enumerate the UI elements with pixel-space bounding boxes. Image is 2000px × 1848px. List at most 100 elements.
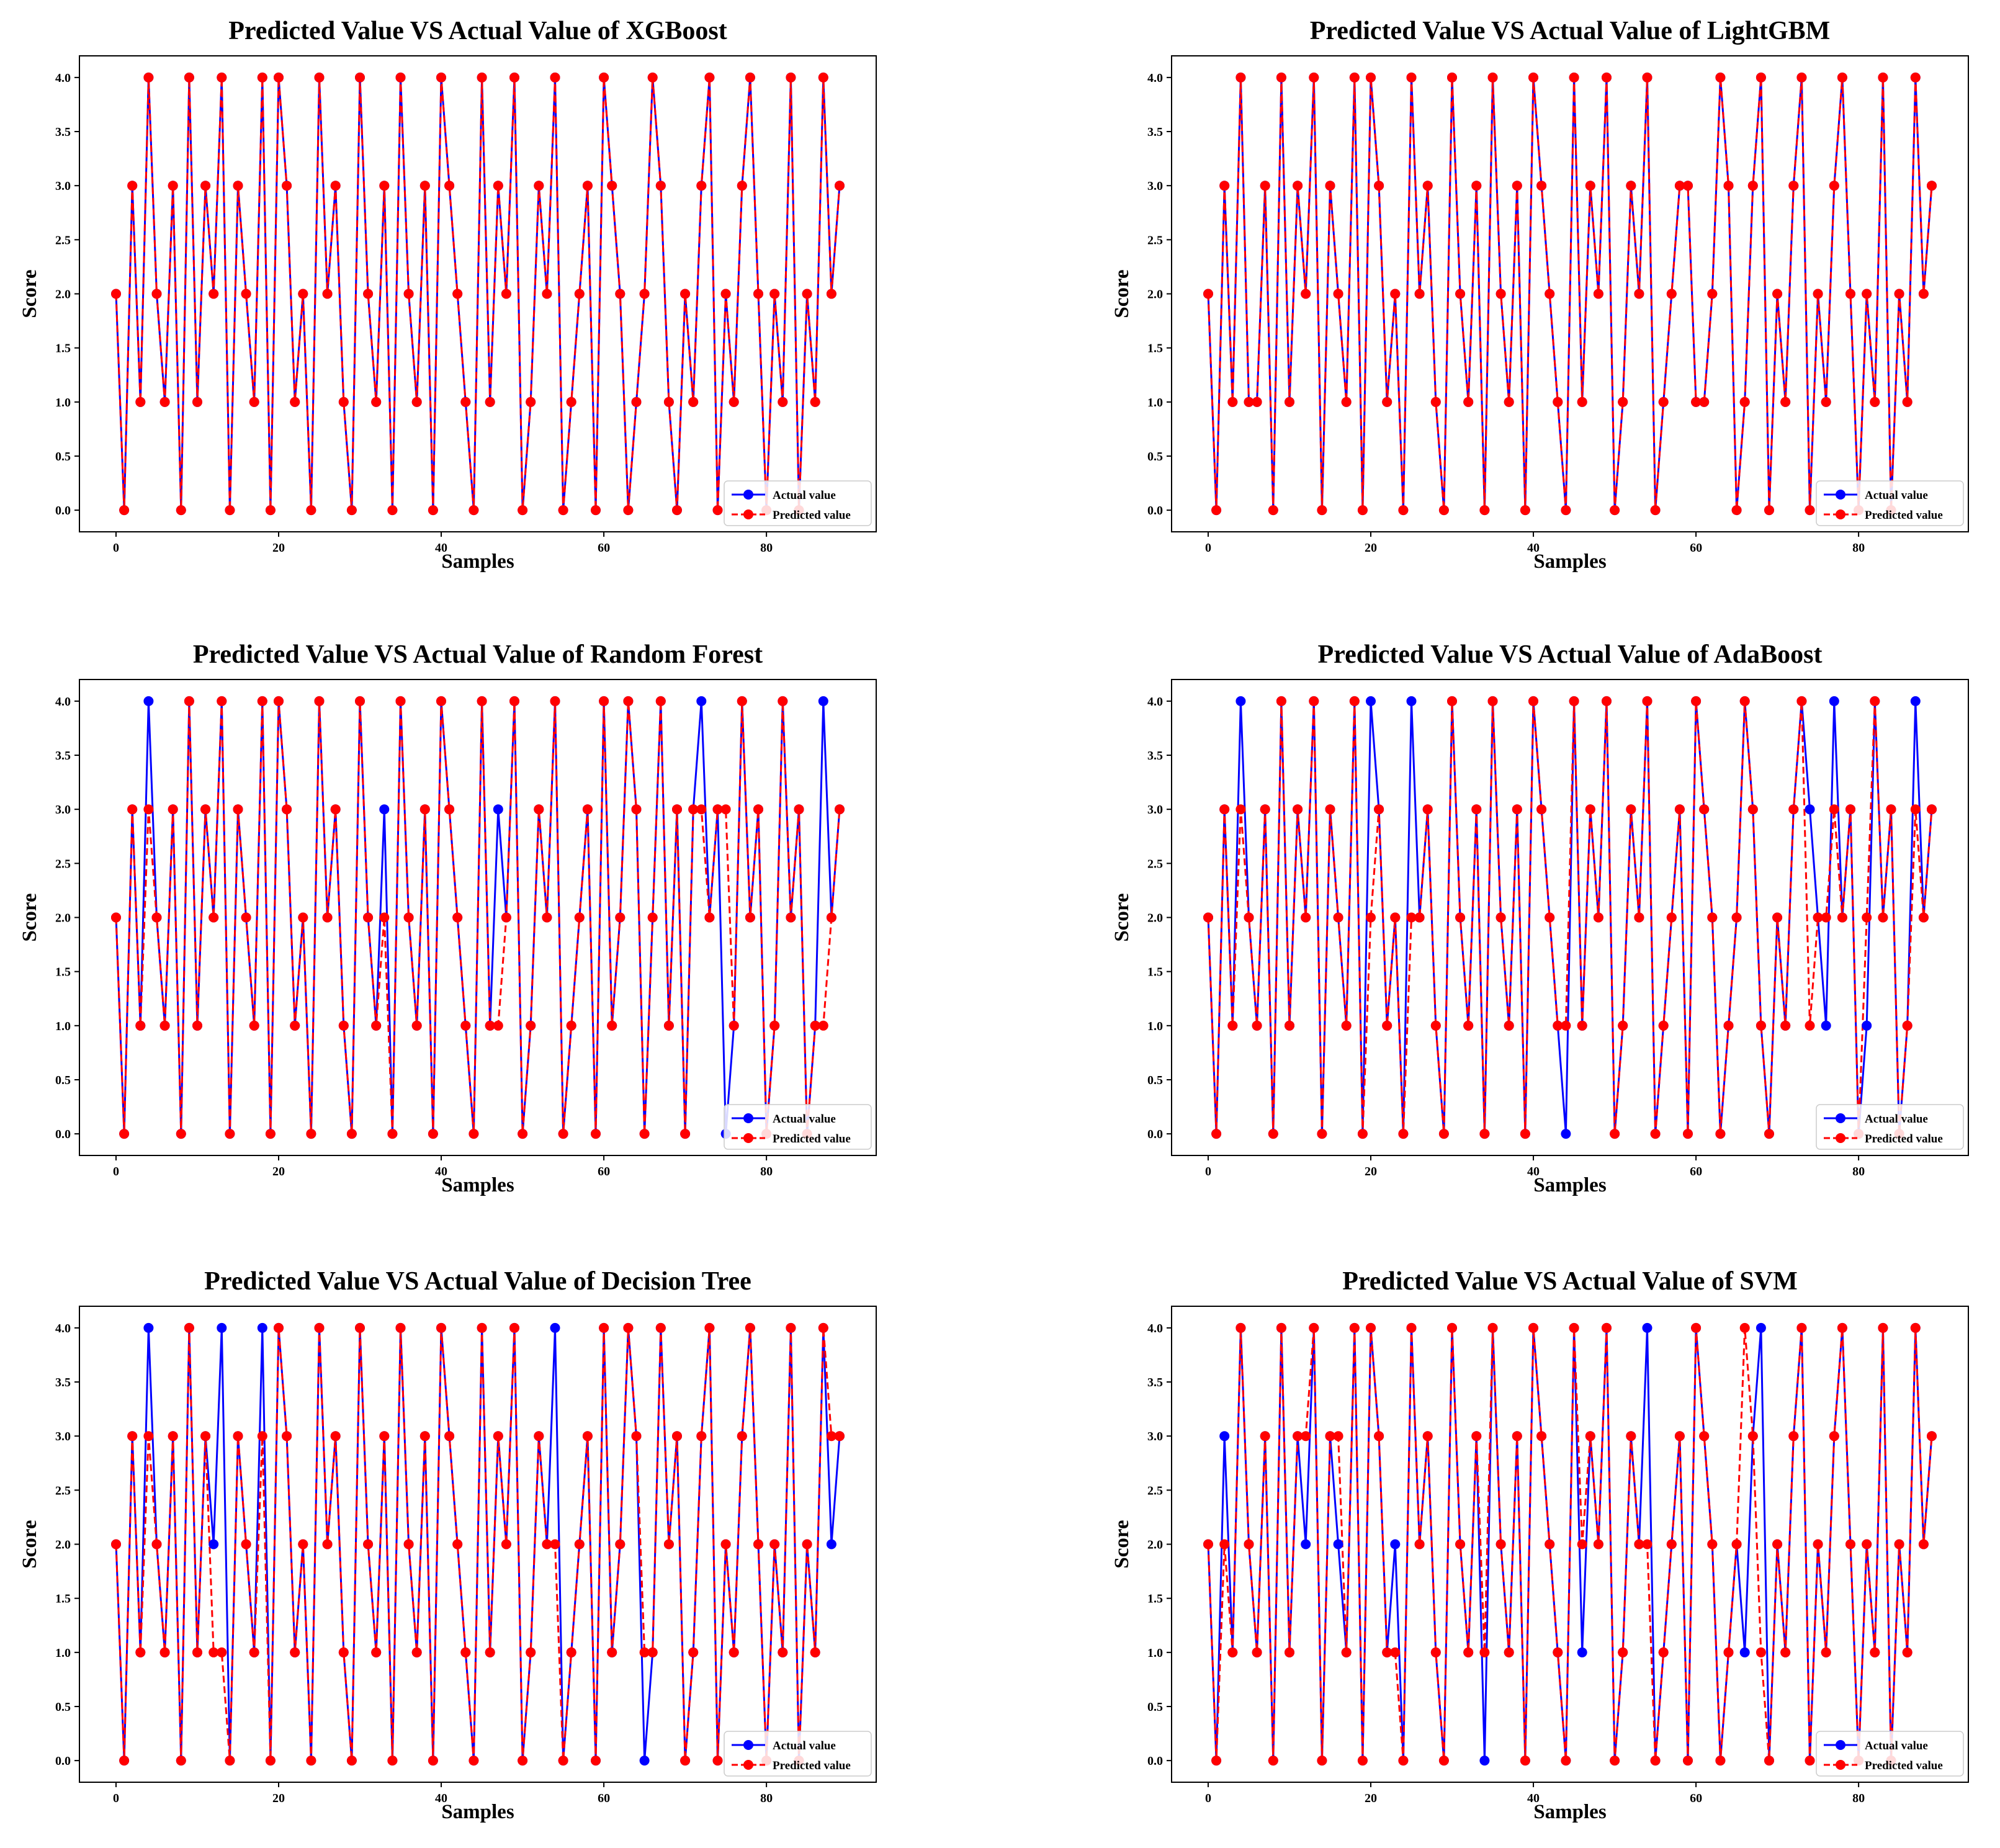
predicted-point xyxy=(704,1322,715,1333)
predicted-point xyxy=(403,289,414,299)
predicted-point xyxy=(1870,1647,1880,1657)
predicted-point xyxy=(1650,505,1661,516)
y-tick-label: 2.5 xyxy=(1147,233,1163,247)
predicted-point xyxy=(176,505,186,516)
predicted-point xyxy=(249,1020,259,1031)
legend-predicted-marker xyxy=(743,1133,753,1143)
predicted-point xyxy=(818,72,828,83)
predicted-point xyxy=(672,505,682,516)
predicted-point xyxy=(249,1647,259,1657)
y-tick-label: 0.5 xyxy=(55,1074,71,1087)
predicted-point xyxy=(452,1539,463,1550)
legend-actual-marker xyxy=(1836,1113,1845,1123)
predicted-point xyxy=(1927,1431,1937,1442)
predicted-point xyxy=(1366,912,1376,923)
predicted-point xyxy=(802,1539,812,1550)
predicted-point xyxy=(168,804,178,815)
predicted-point xyxy=(688,397,699,407)
actual-series-line xyxy=(1207,700,1933,1135)
predicted-point xyxy=(1390,1647,1401,1657)
actual-point xyxy=(1862,1020,1872,1031)
legend-predicted-label: Predicted value xyxy=(773,1133,851,1146)
predicted-point xyxy=(1764,1129,1774,1139)
actual-point xyxy=(1301,1539,1311,1550)
predicted-point xyxy=(1382,397,1392,407)
legend-actual-label: Actual value xyxy=(1865,489,1928,502)
y-tick-label: 3.0 xyxy=(1147,803,1163,817)
predicted-point xyxy=(282,181,292,191)
predicted-point xyxy=(1634,1539,1644,1550)
predicted-point xyxy=(143,72,154,83)
predicted-point xyxy=(526,1647,536,1657)
predicted-point xyxy=(1260,804,1270,815)
predicted-point xyxy=(1276,696,1286,706)
y-tick-label: 0.5 xyxy=(1147,1074,1163,1087)
predicted-point xyxy=(387,505,398,516)
predicted-point xyxy=(1813,1539,1823,1550)
predicted-point xyxy=(274,1322,284,1333)
chart-svg: Predicted Value VS Actual Value of Rando… xyxy=(19,640,877,1196)
predicted-point xyxy=(712,1756,723,1766)
predicted-point xyxy=(322,289,333,299)
predicted-point xyxy=(558,1756,568,1766)
y-tick-label: 1.5 xyxy=(55,1592,71,1606)
predicted-point xyxy=(518,1129,528,1139)
predicted-point xyxy=(720,1539,731,1550)
predicted-point xyxy=(623,696,634,706)
actual-series-line xyxy=(1207,76,1933,511)
predicted-point xyxy=(509,72,519,83)
predicted-point xyxy=(1325,181,1335,191)
predicted-point xyxy=(1910,804,1921,815)
predicted-point xyxy=(591,1129,601,1139)
y-tick-label: 2.5 xyxy=(55,233,71,247)
y-tick-label: 0.0 xyxy=(55,1128,71,1141)
actual-point xyxy=(379,804,390,815)
y-tick-label: 0.0 xyxy=(1147,1754,1163,1768)
actual-point xyxy=(1406,696,1417,706)
predicted-point xyxy=(1561,505,1571,516)
predicted-point xyxy=(1666,1539,1677,1550)
y-axis-label: Score xyxy=(19,269,41,318)
predicted-point xyxy=(1309,1322,1319,1333)
predicted-point xyxy=(1739,397,1750,407)
y-tick-label: 3.5 xyxy=(1147,749,1163,763)
predicted-point xyxy=(623,505,634,516)
predicted-point xyxy=(338,1647,349,1657)
predicted-point xyxy=(582,1431,593,1442)
predicted-point xyxy=(1487,696,1498,706)
predicted-point xyxy=(127,181,138,191)
predicted-series-line xyxy=(115,76,841,511)
predicted-point xyxy=(1422,804,1433,815)
chart-title: Predicted Value VS Actual Value of AdaBo… xyxy=(1318,640,1823,669)
predicted-point xyxy=(395,1322,406,1333)
predicted-point xyxy=(1227,1647,1238,1657)
predicted-point xyxy=(274,72,284,83)
predicted-point xyxy=(1618,397,1628,407)
y-tick-label: 4.0 xyxy=(55,1322,71,1335)
predicted-point xyxy=(1349,1322,1360,1333)
predicted-point xyxy=(729,397,739,407)
predicted-point xyxy=(688,804,699,815)
actual-point xyxy=(1235,696,1246,706)
predicted-point xyxy=(1593,289,1603,299)
predicted-point xyxy=(1366,1322,1376,1333)
predicted-point xyxy=(1487,72,1498,83)
predicted-point xyxy=(1260,1431,1270,1442)
predicted-point xyxy=(655,181,666,191)
predicted-point xyxy=(647,1647,658,1657)
predicted-point xyxy=(550,72,560,83)
predicted-point xyxy=(558,505,568,516)
predicted-point xyxy=(1634,912,1644,923)
predicted-point xyxy=(265,1129,276,1139)
predicted-point xyxy=(306,1129,316,1139)
predicted-point xyxy=(387,1756,398,1766)
predicted-point xyxy=(1561,1756,1571,1766)
predicted-point xyxy=(1545,912,1555,923)
predicted-point xyxy=(1813,289,1823,299)
predicted-point xyxy=(1634,289,1644,299)
y-tick-label: 4.0 xyxy=(1147,1322,1163,1335)
y-tick-label: 0.0 xyxy=(1147,504,1163,518)
predicted-point xyxy=(1878,72,1888,83)
predicted-point xyxy=(1374,1431,1384,1442)
x-tick-label: 60 xyxy=(598,1792,610,1805)
